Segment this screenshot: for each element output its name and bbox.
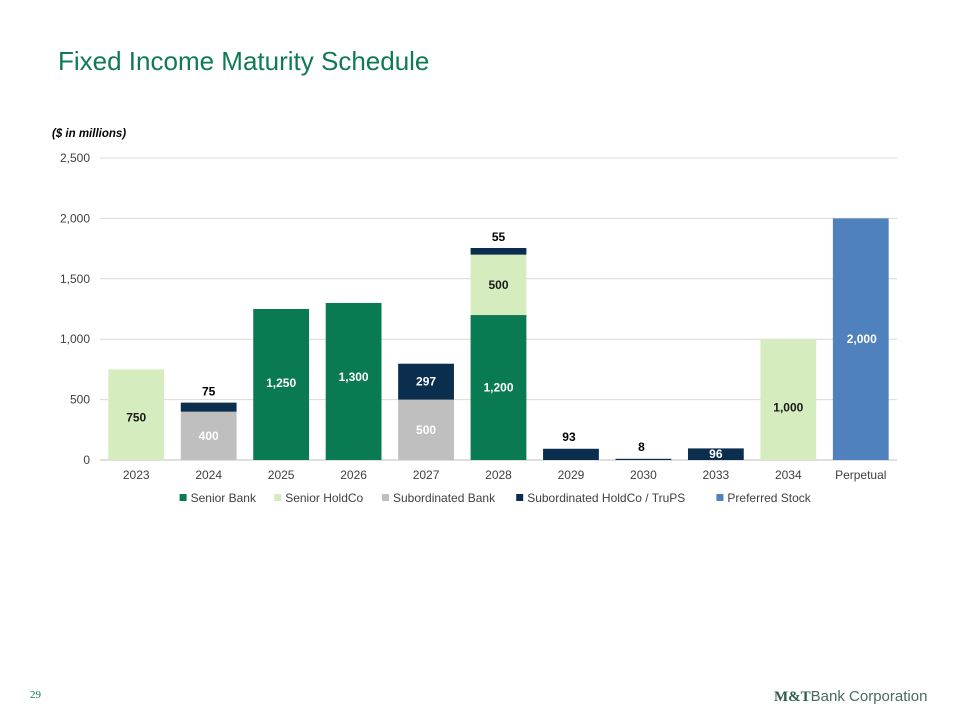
y-tick-label: 2,000 [60, 211, 90, 225]
units-note: ($ in millions) [52, 128, 127, 140]
legend-label: Senior HoldCo [285, 491, 363, 505]
x-tick-label: 2029 [558, 468, 585, 482]
bar-senior-bank-2026 [325, 302, 382, 460]
x-tick-label: 2030 [630, 468, 657, 482]
data-label: 75 [202, 385, 216, 399]
bar-subordinated-holdco-trups-2033 [687, 448, 744, 460]
data-label: 297 [416, 375, 436, 389]
data-label: 1,200 [483, 381, 513, 395]
bar-subordinated-holdco-trups-2029 [543, 448, 599, 460]
bar-senior-holdco-2023 [108, 369, 165, 460]
logo-text: Bank Corporation [810, 688, 928, 705]
data-label: 500 [488, 278, 508, 292]
data-label: 96 [709, 447, 723, 461]
x-tick-label: 2024 [195, 468, 222, 482]
data-label: 2,000 [847, 332, 877, 346]
bar-subordinated-holdco-trups-2030 [615, 458, 672, 460]
data-label: 55 [492, 230, 506, 244]
y-tick-label: 0 [83, 453, 90, 467]
bar-senior-bank-2025 [253, 309, 310, 460]
bar-senior-holdco-2028 [470, 254, 527, 316]
data-label: 1,000 [773, 401, 803, 415]
x-tick-label: 2023 [123, 468, 150, 482]
legend-label: Subordinated Bank [393, 491, 496, 505]
bar-subordinated-bank-2027 [398, 399, 454, 460]
data-label: 750 [126, 411, 146, 425]
x-tick-label: Perpetual [835, 468, 886, 482]
legend-label: Senior Bank [191, 491, 257, 505]
bar-preferred-stock-perpetual [832, 218, 889, 460]
bar-senior-holdco-2034 [760, 339, 817, 460]
x-tick-label: 2025 [268, 468, 295, 482]
x-tick-label: 2028 [485, 468, 512, 482]
data-label: 93 [562, 430, 576, 444]
legend-swatch [516, 494, 524, 501]
legend-label: Subordinated HoldCo / TruPS [527, 491, 685, 505]
legend-swatch [716, 494, 724, 501]
y-tick-label: 500 [70, 393, 90, 407]
x-tick-label: 2027 [413, 468, 440, 482]
data-label: 400 [199, 429, 219, 443]
x-tick-label: 2026 [340, 468, 367, 482]
x-tick-label: 2033 [703, 468, 730, 482]
page-number: 29 [30, 689, 41, 701]
logo-mt: M&T [774, 689, 811, 705]
data-label: 500 [416, 423, 436, 437]
bar-senior-bank-2028 [470, 315, 527, 460]
x-tick-label: 2034 [775, 468, 802, 482]
y-tick-label: 1,500 [60, 272, 90, 286]
bar-subordinated-holdco-trups-2027 [398, 363, 454, 400]
legend-label: Preferred Stock [727, 491, 811, 505]
data-label: 8 [638, 440, 645, 454]
y-tick-label: 2,500 [60, 151, 90, 165]
legend-swatch [274, 494, 282, 501]
bar-subordinated-holdco-trups-2024 [180, 402, 237, 412]
y-tick-label: 1,000 [60, 332, 90, 346]
bar-subordinated-bank-2024 [180, 411, 237, 460]
page-title: Fixed Income Maturity Schedule [58, 46, 430, 76]
legend-swatch [179, 494, 187, 501]
data-label: 1,250 [266, 376, 296, 390]
data-label: 1,300 [339, 370, 369, 384]
legend-swatch [382, 494, 389, 501]
bar-subordinated-holdco-trups-2028 [470, 247, 527, 255]
company-logo: M&TBank Corporation [774, 688, 927, 706]
